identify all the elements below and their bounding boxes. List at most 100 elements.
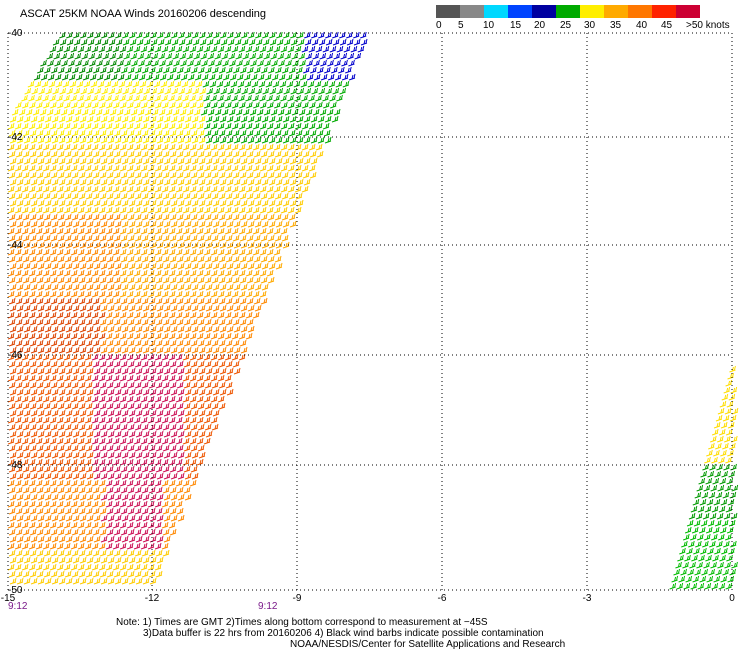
wind-barb — [218, 129, 226, 137]
wind-barb — [228, 52, 236, 60]
wind-barb — [131, 59, 138, 67]
wind-barb — [348, 73, 356, 81]
wind-barb — [288, 213, 296, 221]
wind-barb — [30, 556, 38, 564]
wind-barb — [8, 171, 16, 179]
wind-barb — [93, 346, 101, 354]
wind-barb — [106, 486, 114, 494]
wind-barb — [128, 409, 136, 417]
wind-barb — [94, 31, 101, 39]
wind-speed-color-legend — [436, 5, 700, 18]
wind-barb — [225, 101, 232, 109]
wind-barb — [16, 430, 24, 438]
wind-barb — [708, 442, 715, 450]
wind-barb — [161, 458, 169, 466]
wind-barb — [185, 87, 193, 95]
wind-barb — [42, 248, 50, 256]
wind-barb — [219, 220, 227, 228]
wind-barb — [147, 227, 155, 235]
wind-barb — [183, 297, 191, 305]
wind-barb — [49, 542, 57, 550]
wind-barb — [233, 220, 241, 228]
wind-barb — [238, 206, 246, 214]
wind-barb — [135, 325, 143, 333]
wind-barb — [189, 248, 197, 256]
wind-barb — [126, 563, 134, 571]
wind-barb — [113, 213, 121, 221]
wind-barb — [303, 66, 310, 74]
wind-barb — [15, 423, 23, 431]
wind-barb — [133, 437, 141, 445]
wind-barb — [132, 80, 140, 88]
wind-barb — [71, 101, 78, 109]
wind-barb — [273, 227, 281, 235]
wind-barb — [141, 423, 149, 431]
wind-barb — [357, 45, 365, 53]
wind-barb — [266, 227, 274, 235]
wind-barb — [707, 547, 714, 555]
wind-barb — [183, 444, 191, 452]
wind-barb — [722, 491, 730, 499]
wind-barb — [205, 199, 213, 207]
wind-barb — [107, 66, 114, 74]
wind-barb — [184, 199, 192, 207]
wind-barb — [119, 437, 127, 445]
wind-barb — [176, 507, 184, 515]
wind-barb — [154, 479, 162, 487]
wind-barb — [29, 549, 37, 557]
wind-barb — [16, 325, 24, 333]
wind-barb — [36, 570, 44, 578]
wind-barb — [15, 318, 23, 326]
wind-barb — [161, 542, 169, 550]
wind-barb — [190, 255, 198, 263]
wind-barb — [705, 477, 713, 485]
wind-barb — [269, 87, 277, 95]
wind-barb — [23, 577, 31, 585]
wind-barb — [218, 192, 226, 200]
wind-barb — [247, 304, 255, 312]
wind-barb — [37, 136, 45, 144]
wind-barb — [143, 87, 151, 95]
wind-barb — [91, 269, 99, 277]
wind-barb — [155, 297, 163, 305]
wind-barb — [9, 325, 17, 333]
wind-barb — [262, 31, 269, 39]
wind-barb — [698, 554, 705, 562]
wind-barb-swaths — [7, 31, 739, 590]
wind-barb — [91, 437, 99, 445]
wind-barb — [128, 367, 136, 375]
wind-barb — [717, 484, 725, 492]
wind-barb — [261, 115, 269, 123]
wind-barb — [141, 465, 149, 473]
wind-barb — [245, 248, 253, 256]
wind-barb — [252, 269, 260, 277]
wind-barb — [191, 115, 199, 123]
longitude-label: -15 — [1, 593, 16, 604]
wind-barb — [231, 45, 239, 53]
wind-barb — [128, 388, 136, 396]
wind-barb — [328, 80, 336, 88]
wind-barb — [128, 115, 136, 123]
wind-barb — [247, 136, 255, 144]
wind-barb — [266, 206, 274, 214]
wind-barb — [190, 276, 198, 284]
wind-barb — [162, 297, 170, 305]
wind-barb — [87, 38, 95, 46]
wind-barb — [84, 164, 92, 172]
wind-barb — [238, 290, 246, 298]
wind-barb — [30, 577, 38, 585]
wind-barb — [181, 80, 189, 88]
wind-barb — [77, 416, 85, 424]
wind-barb — [114, 346, 122, 354]
wind-barb — [183, 339, 191, 347]
wind-barb — [182, 94, 189, 102]
wind-barb — [218, 339, 226, 347]
latitude-label: -40 — [8, 28, 23, 39]
wind-barb — [36, 234, 44, 242]
wind-barb — [149, 283, 157, 291]
wind-barb — [302, 129, 310, 137]
wind-barb — [131, 73, 139, 81]
wind-barb — [85, 213, 93, 221]
wind-barb — [170, 66, 177, 74]
wind-barb — [710, 484, 718, 492]
